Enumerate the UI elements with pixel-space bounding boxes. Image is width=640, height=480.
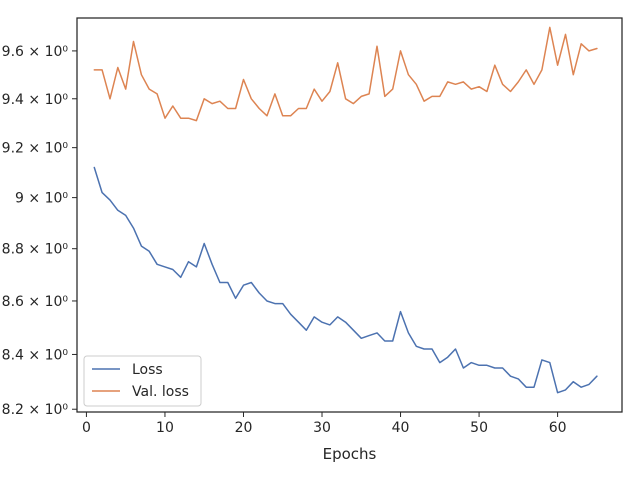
- y-tick-label: 9 × 10⁰: [15, 191, 68, 207]
- plot-background: [77, 18, 622, 412]
- y-tick-label: 8.2 × 10⁰: [2, 402, 69, 418]
- y-tick-label: 8.8 × 10⁰: [2, 242, 69, 258]
- legend: Loss Val. loss: [83, 355, 202, 407]
- series-line-0: [93, 166, 598, 394]
- y-tick-label: 9.4 × 10⁰: [2, 92, 69, 108]
- x-tick-label: 20: [235, 420, 253, 436]
- axes-layer: 0 10 20 30 40 50 60 8.2 × 10⁰ 8.4 × 10⁰ 8.6 × 10⁰…: [2, 44, 567, 436]
- x-tick-label: 0: [82, 420, 91, 436]
- x-tick-label: 30: [313, 420, 331, 436]
- series-line-1: [93, 26, 598, 122]
- y-tick-label: 8.6 × 10⁰: [2, 294, 69, 310]
- legend-label: Loss: [132, 362, 163, 378]
- legend-label: Val. loss: [132, 384, 189, 400]
- x-tick-label: 60: [549, 420, 567, 436]
- x-axis-label: Epochs: [323, 445, 377, 463]
- x-tick-label: 10: [156, 420, 174, 436]
- series-layer: [93, 26, 598, 394]
- x-tick-label: 50: [470, 420, 488, 436]
- y-tick-label: 8.4 × 10⁰: [2, 347, 69, 363]
- plot-frame: [76, 17, 623, 413]
- y-tick-label: 9.2 × 10⁰: [2, 141, 69, 157]
- x-tick-label: 40: [392, 420, 410, 436]
- y-tick-label: 9.6 × 10⁰: [2, 44, 69, 60]
